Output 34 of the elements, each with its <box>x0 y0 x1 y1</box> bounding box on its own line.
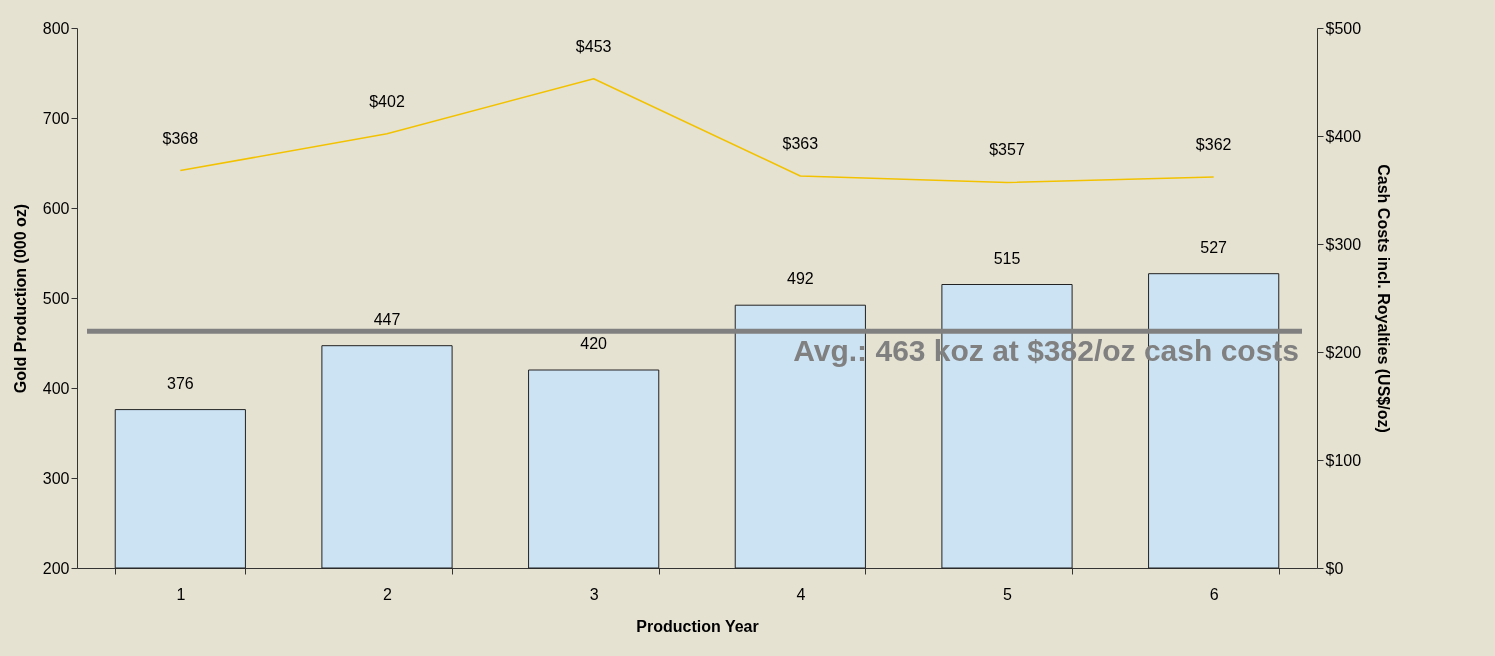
data-label: 376 <box>166 374 194 392</box>
y2-tick-label: $400 <box>1325 127 1362 145</box>
data-label: 492 <box>786 270 814 288</box>
y-tick-label: 400 <box>42 379 70 397</box>
x-axis-title: Production Year <box>636 617 759 635</box>
y-tick-label: 300 <box>42 469 70 487</box>
data-label: $363 <box>782 134 819 152</box>
x-tick-label: 1 <box>176 585 186 603</box>
data-label: 515 <box>993 249 1021 267</box>
y-tick-label: 200 <box>42 559 70 577</box>
x-tick-label: 2 <box>383 585 393 603</box>
y-axis-title: Gold Production (000 oz) <box>11 203 29 394</box>
data-label: $362 <box>1195 136 1232 154</box>
y-tick-label: 700 <box>42 109 70 127</box>
x-tick-label: 5 <box>1003 585 1013 603</box>
y-tick-label: 800 <box>42 19 70 37</box>
data-label: $357 <box>989 141 1025 159</box>
data-label: 420 <box>580 335 608 352</box>
y-tick-label: 600 <box>42 199 70 217</box>
data-label: $402 <box>369 92 405 110</box>
y2-tick-label: $200 <box>1325 343 1362 361</box>
data-label: $368 <box>162 129 199 147</box>
data-label: 527 <box>1200 238 1228 256</box>
y-tick-label: 500 <box>42 289 70 307</box>
y2-tick-label: $100 <box>1325 451 1362 469</box>
data-label: 447 <box>373 310 401 328</box>
x-tick-label: 3 <box>589 585 599 603</box>
data-label: $453 <box>575 37 612 55</box>
x-tick-label: 4 <box>796 585 806 603</box>
y2-tick-label: $500 <box>1325 19 1362 37</box>
y2-tick-label: $300 <box>1325 235 1362 253</box>
x-tick-label: 6 <box>1209 585 1219 603</box>
y2-tick-label: $0 <box>1325 559 1344 577</box>
y2-axis-title: Cash Costs incl. Royalties (US$/oz) <box>1375 164 1393 433</box>
